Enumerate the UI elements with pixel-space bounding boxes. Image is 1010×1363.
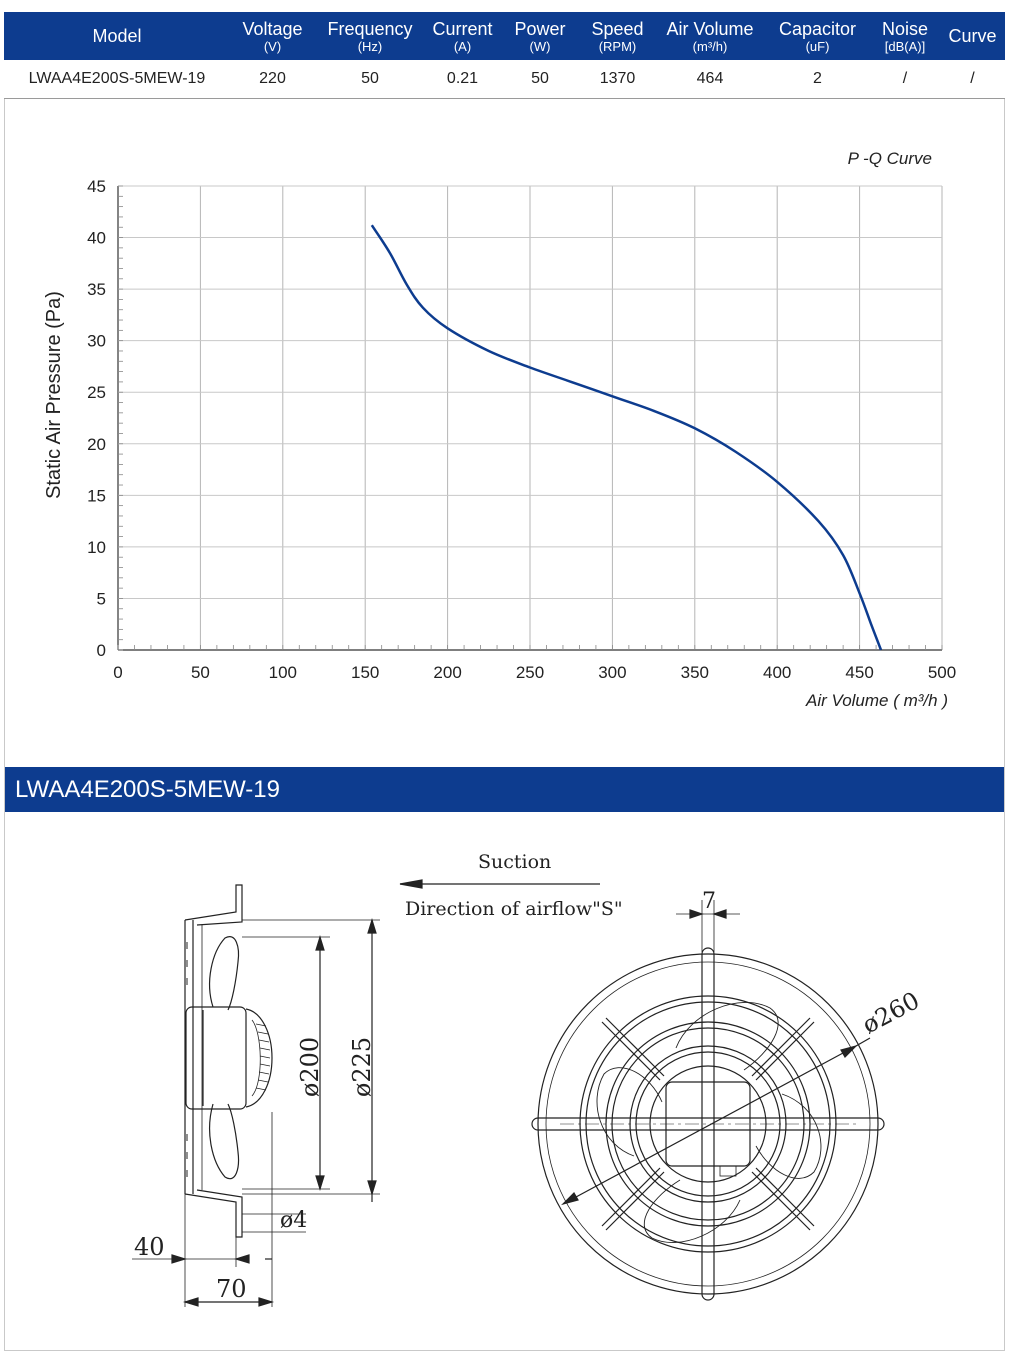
header-cell: Curve <box>940 12 1005 60</box>
header-unit: (V) <box>263 38 282 54</box>
value-cell: 220 <box>259 70 286 87</box>
x-axis-label: Air Volume ( m³/h ) <box>805 691 948 710</box>
suction-label: Suction <box>478 851 551 873</box>
header-name: Current <box>432 18 493 39</box>
dim-4-label: ø4 <box>280 1208 307 1233</box>
airflow-direction-label: Direction of airflow"S" <box>405 898 623 920</box>
dimension-drawing: ø200 ø225 ø4 40 70 Suction Direction of … <box>132 851 924 1307</box>
header-name: Capacitor <box>778 18 857 39</box>
value-cell: LWAA4E200S-5MEW-19 <box>28 70 206 87</box>
x-tick-label: 400 <box>763 663 791 682</box>
y-tick-labels: 0 5 10 15 20 25 30 35 40 45 <box>87 177 106 660</box>
y-axis-label: Static Air Pressure (Pa) <box>43 291 65 499</box>
value-cell: 1370 <box>599 70 636 87</box>
header-unit: (m³/h) <box>692 38 728 54</box>
dim-200-label: ø200 <box>296 1037 324 1097</box>
value-cell: 464 <box>696 70 724 87</box>
header-cell: Model <box>4 12 230 60</box>
header-unit: (uF) <box>805 38 830 54</box>
value-cell: 0.21 <box>446 70 479 87</box>
y-tick-label: 30 <box>87 332 106 351</box>
dim-40-label: 40 <box>134 1233 165 1261</box>
y-tick-label: 0 <box>97 641 106 660</box>
header-unit: (RPM) <box>598 38 637 54</box>
x-tick-labels: 0 50 100 150 200 250 300 350 400 450 500 <box>113 663 956 682</box>
header-name: Model <box>92 26 142 46</box>
y-tick-label: 25 <box>87 383 106 402</box>
header-unit: [dB(A)] <box>884 38 926 54</box>
pq-curve-chart: 0 50 100 150 200 250 300 350 400 450 500 0 5 10 15 20 2… <box>43 149 956 710</box>
pq-curve-line <box>370 224 883 651</box>
x-tick-label: 500 <box>928 663 956 682</box>
header-name: Voltage <box>242 18 303 39</box>
fan-side-view <box>132 884 380 1307</box>
header-cell: Noise [dB(A)] <box>870 12 940 60</box>
y-tick-label: 35 <box>87 280 106 299</box>
header-cell: Speed (RPM) <box>580 12 655 60</box>
x-tick-label: 250 <box>516 663 544 682</box>
spec-table-header: Model Voltage (V) Frequency (Hz) Current (A) Po… <box>4 12 1005 60</box>
y-tick-label: 45 <box>87 177 106 196</box>
y-tick-label: 20 <box>87 435 106 454</box>
dim-70-label: 70 <box>216 1275 247 1303</box>
header-cell: Capacitor (uF) <box>765 12 870 60</box>
model-banner: LWAA4E200S-5MEW-19 <box>5 767 1004 812</box>
y-tick-label: 40 <box>87 229 106 248</box>
x-tick-label: 150 <box>351 663 379 682</box>
header-cell: Current (A) <box>425 12 500 60</box>
chart-title: P -Q Curve <box>848 149 932 168</box>
value-cell: 2 <box>813 70 822 87</box>
dim-7-label: 7 <box>702 889 716 914</box>
header-name: Frequency <box>327 18 413 39</box>
spec-table-row: LWAA4E200S-5MEW-19 220 50 0.21 50 1370 464 2 / / <box>4 60 1005 99</box>
dim-260-label: ø260 <box>858 986 924 1039</box>
header-name: Noise <box>881 18 929 39</box>
spec-table: Model Voltage (V) Frequency (Hz) Current (A) Po… <box>4 12 1005 99</box>
chart-grid <box>117 185 943 651</box>
x-tick-label: 50 <box>191 663 210 682</box>
fan-front-view <box>531 900 885 1301</box>
value-cell: / <box>970 70 975 87</box>
header-name: Air Volume <box>666 18 754 39</box>
header-unit: (A) <box>453 38 472 54</box>
x-tick-label: 100 <box>269 663 297 682</box>
x-tick-label: 450 <box>845 663 873 682</box>
header-name: Curve <box>948 26 997 46</box>
x-tick-label: 350 <box>681 663 709 682</box>
header-cell: Air Volume (m³/h) <box>655 12 765 60</box>
x-tick-label: 300 <box>598 663 626 682</box>
y-tick-label: 15 <box>87 486 106 505</box>
header-cell: Power (W) <box>500 12 580 60</box>
header-unit: (W) <box>529 38 551 54</box>
header-cell: Frequency (Hz) <box>315 12 425 60</box>
x-tick-label: 0 <box>113 663 122 682</box>
value-cell: 50 <box>531 70 549 87</box>
chart-axes <box>117 185 943 651</box>
y-tick-label: 10 <box>87 538 106 557</box>
dim-225-label: ø225 <box>348 1037 376 1097</box>
header-name: Speed <box>591 18 644 39</box>
value-cell: 50 <box>361 70 379 87</box>
header-cell: Voltage (V) <box>230 12 315 60</box>
y-tick-label: 5 <box>97 589 106 608</box>
header-name: Power <box>514 18 566 39</box>
header-unit: (Hz) <box>357 38 383 54</box>
value-cell: / <box>902 70 908 87</box>
x-tick-label: 200 <box>433 663 461 682</box>
